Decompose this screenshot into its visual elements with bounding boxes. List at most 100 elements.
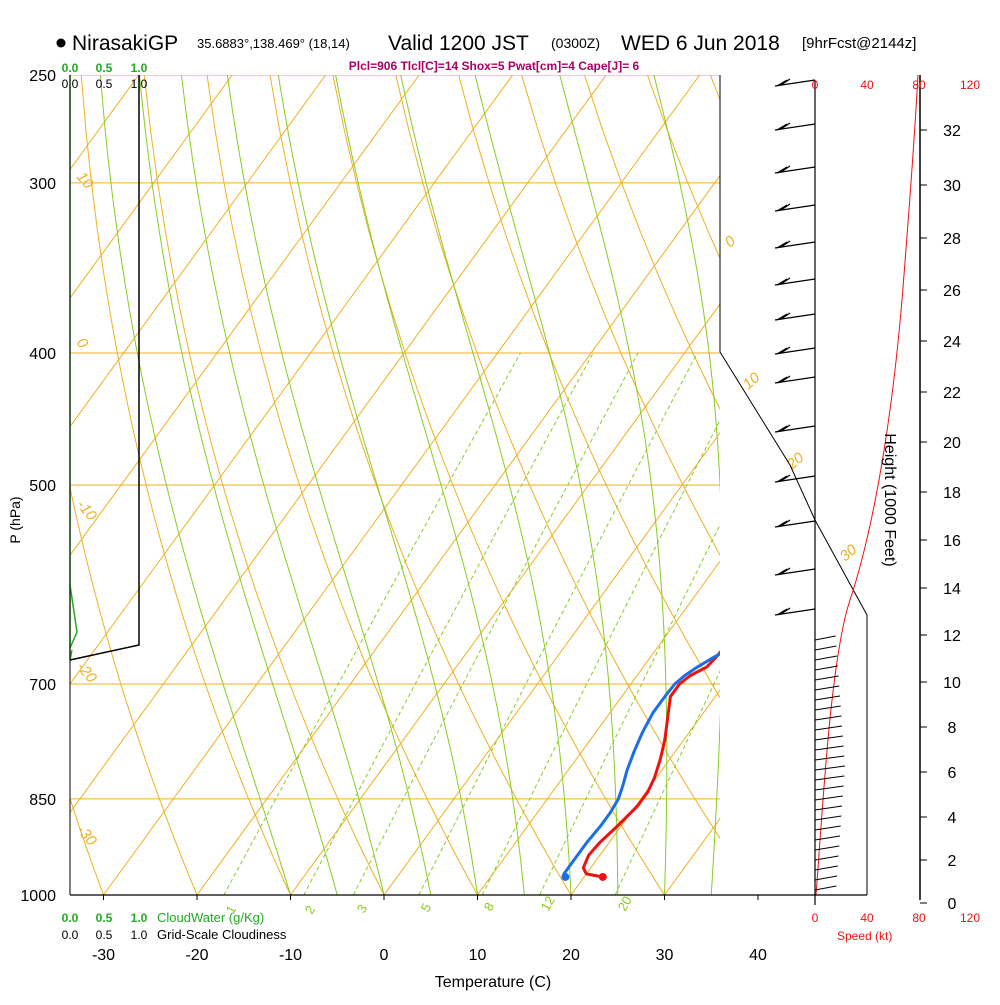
sounding-indices: Plcl=906 Tlcl[C]=14 Shox=5 Pwat[cm]=4 Ca… [349, 59, 640, 73]
mixing-ratio-label: 3 [354, 902, 371, 916]
speed-tick-top: 40 [860, 78, 874, 92]
cloudiness-profile [70, 75, 139, 660]
wind-barb-low [815, 656, 837, 660]
mixing-ratio-label: 12 [538, 893, 558, 913]
speed-ticks-bottom: 0 40 80 120 [812, 911, 981, 925]
height-tick-label: 20 [943, 435, 961, 452]
cloudiness-tick: 0.5 [96, 77, 113, 91]
pressure-tick-label: 300 [29, 176, 56, 193]
wind-barb-low [815, 826, 841, 830]
wind-barbs [775, 79, 845, 890]
wind-barb-low [815, 706, 841, 710]
wind-barb-low [815, 736, 843, 740]
cloudiness-panel [70, 75, 139, 660]
wind-barb-low [815, 816, 841, 820]
dry-adiabat-label: -20 [73, 659, 100, 687]
temperature-tick-label: 10 [469, 947, 487, 964]
height-tick-label: 4 [948, 810, 957, 827]
speed-tick-bottom: 0 [812, 911, 819, 925]
speed-tick-bottom: 40 [860, 911, 874, 925]
pressure-tick-label: 500 [29, 478, 56, 495]
speed-tick-top: 80 [912, 78, 926, 92]
station-name: NirasakiGP [72, 32, 178, 55]
height-axis-label: Height (1000 Feet) [881, 433, 898, 566]
temperature-tick-label: -10 [279, 947, 302, 964]
height-tick-label: 16 [943, 533, 961, 550]
temperature-tick-label: 0 [380, 947, 389, 964]
cloud-water-tick: 0.5 [96, 911, 113, 925]
temperature-marker [599, 873, 607, 881]
wind-barb-low [815, 696, 840, 700]
pressure-tick-label: 250 [29, 68, 56, 85]
pressure-ticks: 250 300 400 500 700 850 1000 [20, 68, 56, 905]
pressure-tick-label: 400 [29, 346, 56, 363]
height-tick-label: 30 [943, 178, 961, 195]
height-tick-label: 14 [943, 581, 961, 598]
wind-barb-low [815, 846, 839, 850]
height-tick-label: 18 [943, 485, 961, 502]
speed-ticks-top: 0 40 80 120 [812, 78, 981, 92]
mixing-ratio-label: 5 [418, 901, 435, 915]
mixing-ratio-line [419, 353, 697, 895]
height-tick-label: 22 [943, 385, 961, 402]
cloud-water-tick: 0.5 [96, 61, 113, 75]
wind-barb-low [815, 886, 836, 890]
cloudiness-tick: 1.0 [131, 928, 148, 942]
pressure-tick-label: 700 [29, 677, 56, 694]
wind-barb-low [815, 746, 844, 750]
isotherm-line [758, 75, 1000, 895]
mixing-ratio-line [304, 353, 593, 895]
speed-tick-top: 0 [812, 78, 819, 92]
speed-axis-label: Speed (kt) [837, 929, 892, 943]
dry-adiabat [836, 75, 1000, 895]
dry-adiabat [0, 75, 10, 895]
height-tick-label: 24 [943, 334, 961, 351]
mixing-ratio-line [224, 353, 521, 895]
wind-barb-low [815, 786, 844, 790]
cloud-water-tick: 1.0 [131, 61, 148, 75]
height-tick-label: 12 [943, 628, 961, 645]
cloudiness-tick: 0.0 [62, 77, 79, 91]
height-tick-label: 8 [948, 720, 957, 737]
thermo-grid [0, 75, 1000, 895]
mixing-ratio-line [615, 353, 874, 895]
temperature-tick-label: -20 [185, 947, 208, 964]
wind-barb-low [815, 646, 836, 650]
height-tick-label: 26 [943, 283, 961, 300]
cloud-water-tick: 0.0 [62, 61, 79, 75]
pressure-tick-label: 1000 [20, 888, 56, 905]
mixing-ratio-line [482, 353, 754, 895]
terrain-outline [720, 352, 867, 895]
height-tick-label: 28 [943, 231, 961, 248]
valid-time: Valid 1200 JST [388, 32, 529, 55]
speed-tick-bottom: 80 [912, 911, 926, 925]
wind-barb-low [815, 876, 837, 880]
cloud-water-tick: 1.0 [131, 911, 148, 925]
cloudiness-tick: 0.0 [62, 928, 79, 942]
temperature-tick-label: 20 [562, 947, 580, 964]
dry-adiabat-label: 20 [783, 449, 808, 474]
temperature-tick-label: 30 [656, 947, 674, 964]
dry-adiabat-label: 10 [73, 169, 97, 193]
height-tick-label: 6 [948, 765, 957, 782]
cloud-water-label: CloudWater (g/Kg) [157, 910, 264, 925]
pressure-tick-label: 850 [29, 792, 56, 809]
wind-barb-low [815, 796, 843, 800]
cloud-water-tick: 0.0 [62, 911, 79, 925]
wind-barb-low [815, 756, 844, 760]
speed-tick-bottom: 120 [960, 911, 980, 925]
dewpoint-marker [561, 873, 569, 881]
mixing-ratio-label: 20 [615, 893, 635, 913]
wind-barb-low [815, 636, 836, 640]
wind-barb-low [815, 666, 838, 670]
station-dot [57, 39, 66, 48]
x-axis-label: Temperature (C) [435, 974, 551, 991]
speed-tick-top: 120 [960, 78, 980, 92]
cloud-water-bump [70, 585, 77, 648]
dry-adiabat-label: 30 [837, 541, 861, 565]
